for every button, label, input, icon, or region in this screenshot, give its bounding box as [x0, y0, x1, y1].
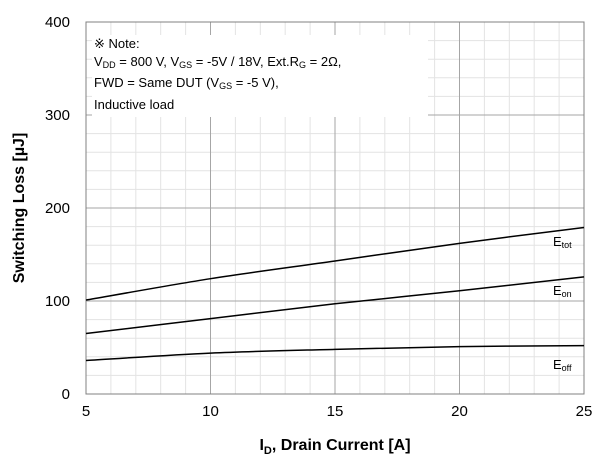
series-label-sub: off: [561, 363, 572, 373]
y-tick-labels: 0 100 200 300 400: [45, 14, 70, 403]
note-text: FWD = Same DUT (V: [94, 75, 220, 90]
series-line-off: [85, 344, 585, 362]
series-label-sub: tot: [561, 240, 572, 250]
note-subscript: GS: [219, 81, 233, 91]
plot-frame: [85, 21, 585, 395]
y-tick-label: 300: [45, 107, 70, 124]
note-text: = -5 V),: [232, 75, 279, 90]
x-tick-label: 10: [202, 403, 219, 420]
note-line-4: Inductive load: [94, 96, 175, 112]
series-lines: [85, 226, 585, 362]
series-label-main: E: [553, 283, 562, 298]
y-tick-label: 400: [45, 14, 70, 31]
series-label-eoff: Eoff: [553, 357, 572, 373]
note-line-3: FWD = Same DUT (VGS = -5 V),: [94, 74, 428, 96]
note-subscript: DD: [102, 59, 116, 70]
x-tick-label: 5: [82, 403, 90, 420]
x-axis-label: ID, Drain Current [A]: [259, 437, 410, 457]
y-tick-label: 0: [62, 386, 70, 403]
note-box: ※ Note: VDD = 800 V, VGS = -5V / 18V, Ex…: [92, 35, 428, 117]
series-label-main: E: [553, 234, 562, 249]
series-line-on: [85, 276, 585, 335]
x-axis-label-sub: D: [263, 445, 272, 457]
x-tick-label: 15: [327, 403, 344, 420]
note-text: = 2Ω,: [306, 53, 342, 69]
series-label-sub: on: [561, 289, 572, 299]
x-tick-label: 20: [451, 403, 468, 420]
series-label-eon: Eon: [553, 283, 572, 299]
note-subscript: GS: [179, 59, 193, 70]
note-text: = 800 V, V: [115, 53, 180, 69]
series-label-main: E: [553, 357, 562, 372]
series-label-etot: Etot: [553, 234, 572, 250]
x-axis-label-main: I: [259, 437, 264, 454]
note-text: V: [94, 53, 103, 69]
y-tick-label: 100: [45, 293, 70, 310]
y-axis-label: Switching Loss [µJ]: [11, 132, 28, 284]
x-axis-label-rest: , Drain Current [A]: [271, 437, 411, 454]
series-line-tot: [85, 226, 585, 301]
x-tick-label: 25: [576, 403, 593, 420]
note-line-2: VDD = 800 V, VGS = -5V / 18V, Ext.RG = 2…: [94, 53, 428, 75]
x-tick-labels: 5 10 15 20 25: [82, 403, 593, 420]
y-tick-label: 200: [45, 200, 70, 217]
note-subscript: G: [299, 59, 307, 70]
note-text: = -5V / 18V, Ext.R: [192, 53, 300, 69]
note-line-1: ※ Note:: [94, 36, 140, 51]
